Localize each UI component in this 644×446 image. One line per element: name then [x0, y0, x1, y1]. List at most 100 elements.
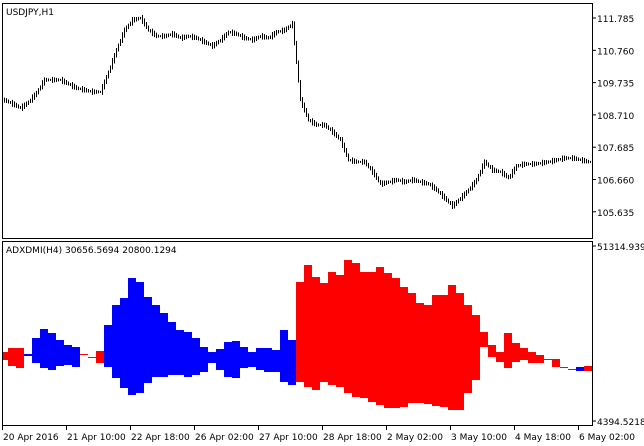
time-tick-label: 3 May 10:00 [451, 433, 507, 443]
histogram-bar [168, 321, 176, 375]
histogram-bar [8, 347, 16, 367]
histogram-bar [88, 357, 96, 359]
histogram-bar [520, 347, 528, 360]
histogram-bar [488, 345, 496, 358]
time-tick-label: 26 Apr 02:00 [195, 433, 254, 443]
histogram-bar [344, 260, 352, 394]
histogram-bar [272, 350, 280, 373]
histogram-bar [232, 341, 240, 379]
time-tick-label: 6 May 02:00 [579, 433, 635, 443]
histogram-bar [576, 367, 584, 372]
histogram-bar [144, 297, 152, 384]
price-tick-label: 109.735 [597, 80, 634, 90]
histogram-bar [408, 293, 416, 404]
indicator-histogram [3, 260, 592, 411]
time-axis[interactable]: 20 Apr 2016 21 Apr 10:00 22 Apr 18:00 26 Ap… [2, 426, 636, 443]
histogram-bar [528, 352, 536, 364]
histogram-bar [208, 352, 216, 364]
histogram-bar [48, 332, 56, 370]
histogram-bar [288, 340, 296, 385]
histogram-bar [512, 342, 520, 363]
histogram-bar [72, 347, 80, 368]
histogram-bar [264, 347, 272, 373]
price-pane-frame [2, 3, 593, 239]
indicator-pane[interactable]: ADXDMI(H4) 30656.5694 20800.1294 51314.9… [2, 241, 644, 429]
histogram-bar [3, 352, 11, 360]
indicator-max-label: 51314.9390 [597, 243, 644, 253]
histogram-bar [432, 294, 440, 406]
price-tick-label: 107.685 [597, 144, 634, 154]
histogram-bar [504, 332, 512, 369]
price-tick-label: 108.710 [597, 112, 634, 122]
histogram-bar [376, 267, 384, 406]
histogram-bar [328, 272, 336, 385]
histogram-bar [536, 355, 544, 364]
histogram-bar [248, 352, 256, 368]
histogram-bar [584, 366, 592, 372]
histogram-bar [40, 329, 48, 369]
histogram-bar [184, 331, 192, 378]
histogram-bar [392, 278, 400, 409]
histogram-bar [64, 345, 72, 365]
histogram-bar [352, 263, 360, 397]
histogram-bar [464, 305, 472, 394]
histogram-bar [448, 284, 456, 411]
price-bars [4, 14, 591, 209]
histogram-bar [152, 305, 160, 378]
time-tick-label: 21 Apr 10:00 [67, 433, 126, 443]
histogram-bar [32, 337, 40, 364]
histogram-bar [96, 351, 104, 364]
histogram-bar [560, 367, 568, 369]
histogram-bar [424, 305, 432, 405]
time-tick-label: 27 Apr 10:00 [259, 433, 318, 443]
price-pane-title: USDJPY,H1 [6, 8, 54, 18]
histogram-bar [224, 342, 232, 378]
histogram-bar [136, 282, 144, 394]
indicator-title: ADXDMI(H4) 30656.5694 20800.1294 [6, 246, 177, 256]
histogram-bar [440, 294, 448, 407]
histogram-bar [568, 368, 576, 370]
histogram-bar [80, 353, 88, 356]
histogram-bar [200, 347, 208, 373]
indicator-min-label: 4394.5218 [597, 418, 644, 428]
histogram-bar [256, 347, 264, 370]
histogram-bar [336, 274, 344, 388]
histogram-bar [304, 265, 312, 388]
histogram-bar [416, 303, 424, 404]
histogram-bar [240, 347, 248, 369]
histogram-bar [552, 358, 560, 368]
histogram-bar [320, 283, 328, 383]
price-tick-label: 106.660 [597, 177, 634, 187]
price-pane[interactable]: USDJPY,H1 111.785 110.760 109.735 108.710 10… [2, 3, 635, 239]
histogram-bar [24, 353, 32, 357]
price-tick-label: 105.635 [597, 209, 634, 219]
histogram-bar [496, 352, 504, 363]
histogram-bar [368, 272, 376, 402]
price-tick-label: 111.785 [597, 15, 634, 25]
histogram-bar [56, 340, 64, 367]
time-tick-label: 4 May 18:00 [515, 433, 571, 443]
price-axis[interactable]: 111.785 110.760 109.735 108.710 107.685 106.6… [592, 15, 634, 219]
histogram-bar [400, 287, 408, 407]
price-tick-label: 110.760 [597, 47, 634, 57]
histogram-bar [280, 330, 288, 383]
time-tick-label: 22 Apr 18:00 [131, 433, 190, 443]
histogram-bar [360, 272, 368, 399]
histogram-bar [104, 325, 112, 368]
time-tick-label: 20 Apr 2016 [3, 433, 59, 443]
histogram-bar [176, 330, 184, 375]
histogram-bar [456, 293, 464, 411]
histogram-bar [160, 313, 168, 378]
histogram-bar [296, 282, 304, 383]
histogram-bar [128, 278, 136, 395]
histogram-bar [16, 347, 24, 369]
histogram-bar [480, 331, 488, 348]
histogram-bar [384, 273, 392, 409]
histogram-bar [112, 305, 120, 379]
histogram-bar [192, 337, 200, 375]
time-tick-label: 2 May 02:00 [387, 433, 443, 443]
histogram-bar [472, 315, 480, 380]
histogram-bar [216, 348, 224, 370]
histogram-bar [312, 277, 320, 390]
